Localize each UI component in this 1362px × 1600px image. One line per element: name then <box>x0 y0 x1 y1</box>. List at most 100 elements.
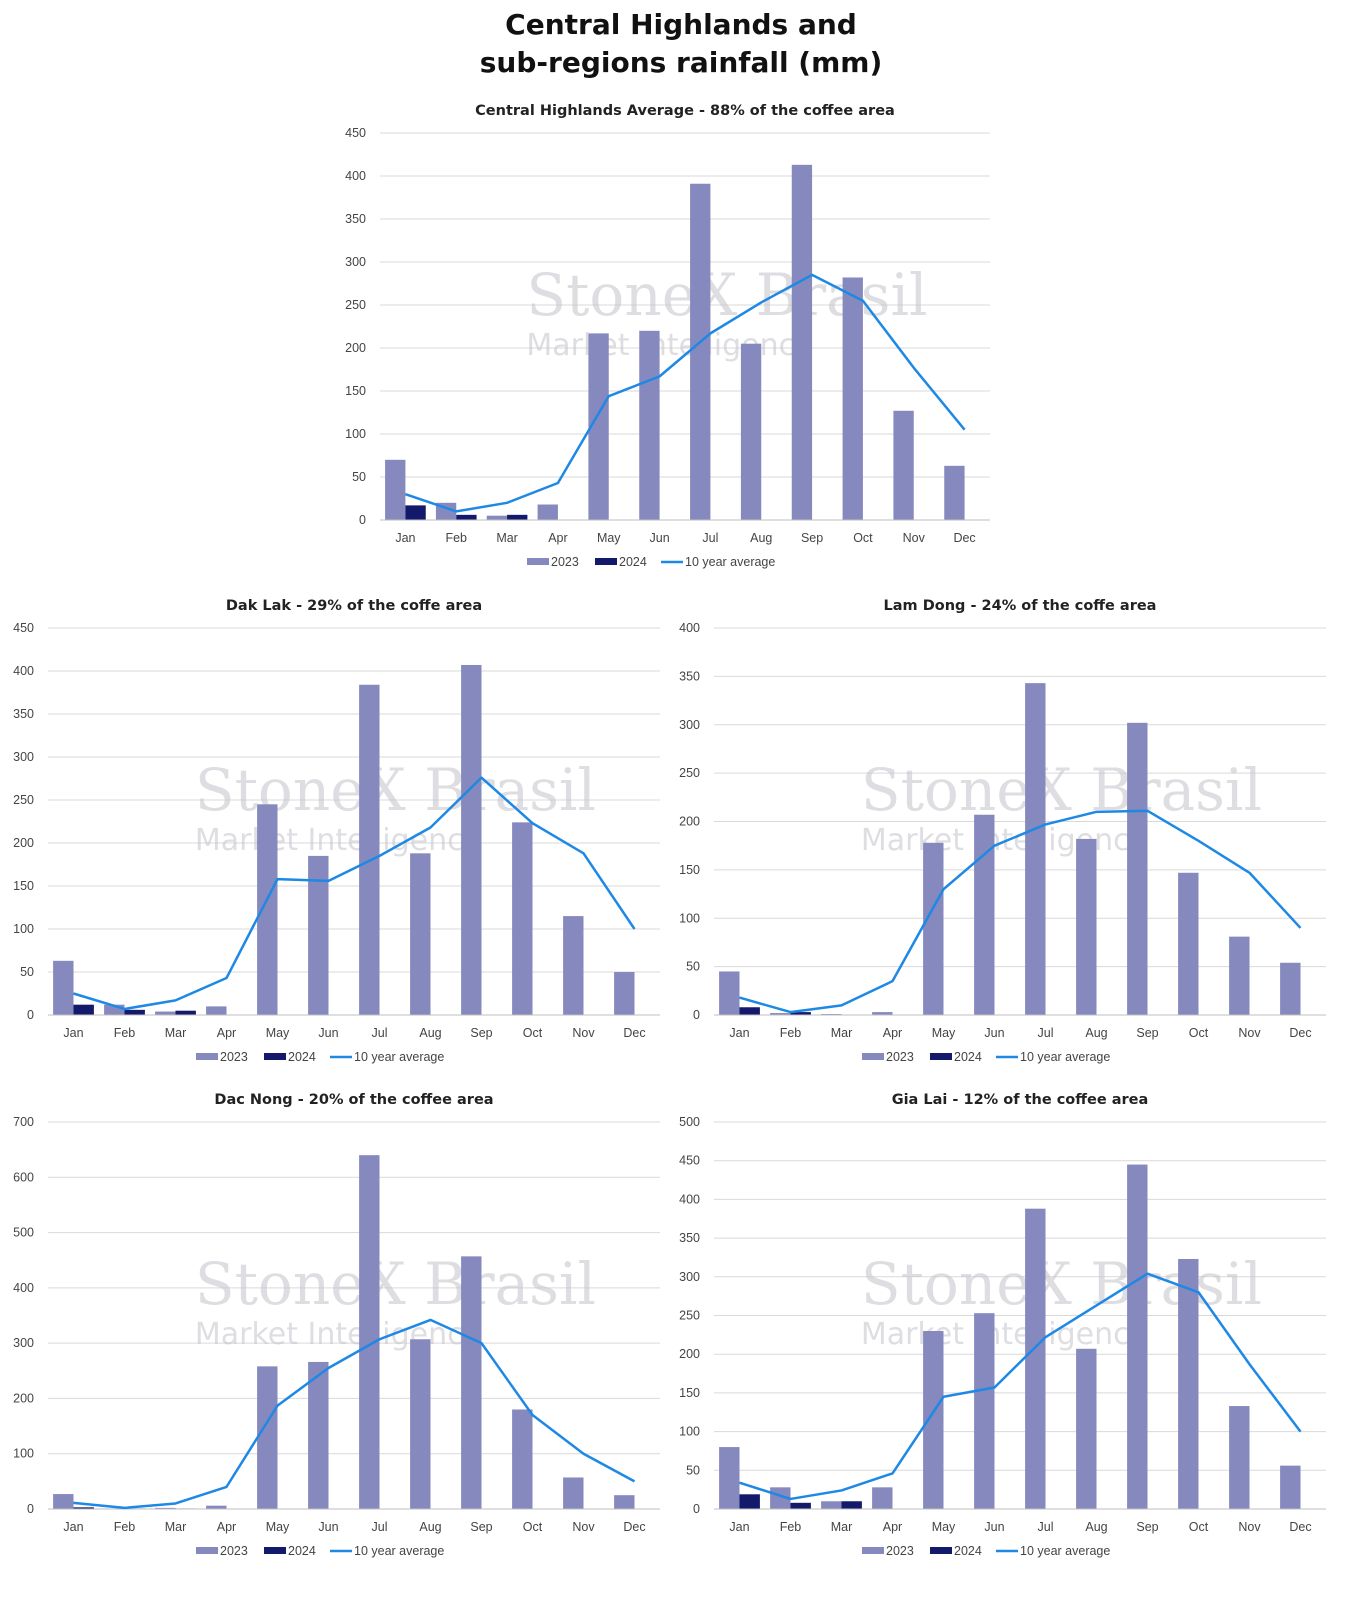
bar-2023 <box>893 410 914 520</box>
legend-label-10-year-average: 10 year average <box>685 555 775 569</box>
legend: 2023 2024 10 year average <box>196 1544 444 1558</box>
x-tick-label: Jul <box>1038 1520 1054 1534</box>
watermark-brand: StoneX Brasil <box>195 756 596 824</box>
bar-2023 <box>740 343 762 520</box>
x-tick-label: Jul <box>372 1026 388 1040</box>
y-tick-label: 200 <box>345 341 366 355</box>
bar-2023 <box>770 1013 791 1015</box>
y-tick-label: 350 <box>679 669 700 683</box>
bar-2023 <box>206 1006 227 1015</box>
x-tick-label: Apr <box>883 1026 902 1040</box>
legend-label-2023: 2023 <box>886 1544 914 1558</box>
legend-swatch-2024 <box>930 1053 952 1060</box>
x-tick-label: Jan <box>63 1520 83 1534</box>
x-tick-label: Jan <box>729 1520 749 1534</box>
watermark-subtitle: Market Intelligence <box>195 1317 482 1352</box>
y-tick-label: 450 <box>13 621 34 635</box>
bar-2023 <box>1229 936 1250 1015</box>
legend-swatch-2024 <box>595 558 617 565</box>
bar-2023 <box>563 1477 584 1509</box>
watermark-brand: StoneX Brasil <box>861 756 1262 824</box>
x-tick-label: Apr <box>548 531 567 545</box>
bar-2023 <box>537 504 558 520</box>
chart-title: Dak Lak - 29% of the coffe area <box>226 598 482 614</box>
y-tick-label: 500 <box>679 1115 700 1129</box>
bar-2024 <box>790 1502 811 1509</box>
bar-2023 <box>155 1011 176 1015</box>
legend: 2023 2024 10 year average <box>196 1050 444 1064</box>
chart-central-highlands-average: Central Highlands Average - 88% of the c… <box>345 103 990 569</box>
y-tick-label: 200 <box>679 815 700 829</box>
bar-2023 <box>461 1256 482 1509</box>
watermark-subtitle: Market Intelligence <box>195 823 482 858</box>
legend-label-10-year-average: 10 year average <box>1020 1050 1110 1064</box>
legend: 2023 2024 10 year average <box>862 1544 1110 1558</box>
x-tick-label: May <box>932 1026 956 1040</box>
bar-2023 <box>614 1495 635 1509</box>
y-tick-label: 300 <box>679 718 700 732</box>
x-tick-label: Jun <box>318 1520 338 1534</box>
bar-2023 <box>206 1505 227 1509</box>
y-tick-label: 300 <box>345 255 366 269</box>
x-tick-label: Nov <box>1238 1520 1261 1534</box>
legend-swatch-2023 <box>862 1053 884 1060</box>
x-tick-label: Feb <box>114 1026 136 1040</box>
y-tick-label: 0 <box>359 513 366 527</box>
y-tick-label: 350 <box>679 1231 700 1245</box>
bar-2023 <box>719 1447 740 1509</box>
bar-2024 <box>507 514 528 520</box>
watermark-brand: StoneX Brasil <box>526 261 927 329</box>
bar-2023 <box>53 960 74 1015</box>
y-tick-label: 50 <box>20 965 34 979</box>
x-tick-label: Aug <box>750 531 772 545</box>
bar-2023 <box>257 804 278 1015</box>
bar-2024 <box>739 1007 760 1015</box>
x-tick-label: Oct <box>523 1026 543 1040</box>
x-tick-label: Dec <box>953 531 975 545</box>
x-tick-label: Mar <box>831 1026 853 1040</box>
y-tick-label: 50 <box>686 960 700 974</box>
y-tick-label: 500 <box>13 1226 34 1240</box>
bar-2023 <box>1178 872 1199 1015</box>
y-tick-label: 150 <box>679 1386 700 1400</box>
y-tick-label: 100 <box>679 1425 700 1439</box>
x-tick-label: May <box>597 531 621 545</box>
bar-2024 <box>73 1507 94 1509</box>
x-tick-label: Jul <box>702 531 718 545</box>
x-tick-label: Nov <box>903 531 926 545</box>
watermark-subtitle: Market Intelligence <box>526 328 813 363</box>
bar-2024 <box>73 1004 94 1015</box>
bar-2023 <box>1280 1465 1301 1509</box>
x-tick-label: Nov <box>1238 1026 1261 1040</box>
y-tick-label: 0 <box>693 1502 700 1516</box>
chart-dac-nong: Dac Nong - 20% of the coffee area 0 100 200… <box>13 1092 660 1558</box>
y-tick-label: 50 <box>352 470 366 484</box>
watermark-brand: StoneX Brasil <box>861 1250 1262 1318</box>
y-tick-label: 0 <box>27 1502 34 1516</box>
bar-2024 <box>841 1501 862 1509</box>
legend-swatch-2023 <box>527 558 549 565</box>
legend-label-2024: 2024 <box>619 555 647 569</box>
x-tick-label: Sep <box>470 1026 492 1040</box>
legend-swatch-2024 <box>930 1547 952 1554</box>
legend-label-2024: 2024 <box>288 1544 316 1558</box>
bar-2023 <box>770 1487 791 1509</box>
x-tick-label: Sep <box>1136 1520 1158 1534</box>
x-tick-label: Mar <box>165 1520 187 1534</box>
x-tick-label: Oct <box>1189 1026 1209 1040</box>
legend: 2023 2024 10 year average <box>862 1050 1110 1064</box>
bar-2023 <box>1076 838 1097 1015</box>
y-tick-label: 400 <box>13 1281 34 1295</box>
y-tick-label: 100 <box>345 427 366 441</box>
bar-2023 <box>385 459 406 520</box>
x-tick-label: Jun <box>984 1026 1004 1040</box>
y-tick-label: 600 <box>13 1170 34 1184</box>
x-tick-label: Jun <box>650 531 670 545</box>
legend-label-2024: 2024 <box>954 1050 982 1064</box>
bar-2023 <box>1127 1164 1148 1509</box>
x-tick-label: Feb <box>445 531 467 545</box>
x-tick-label: Jul <box>372 1520 388 1534</box>
legend-swatch-2024 <box>264 1053 286 1060</box>
x-tick-label: Aug <box>419 1520 441 1534</box>
line-10-year-average <box>73 1318 636 1510</box>
